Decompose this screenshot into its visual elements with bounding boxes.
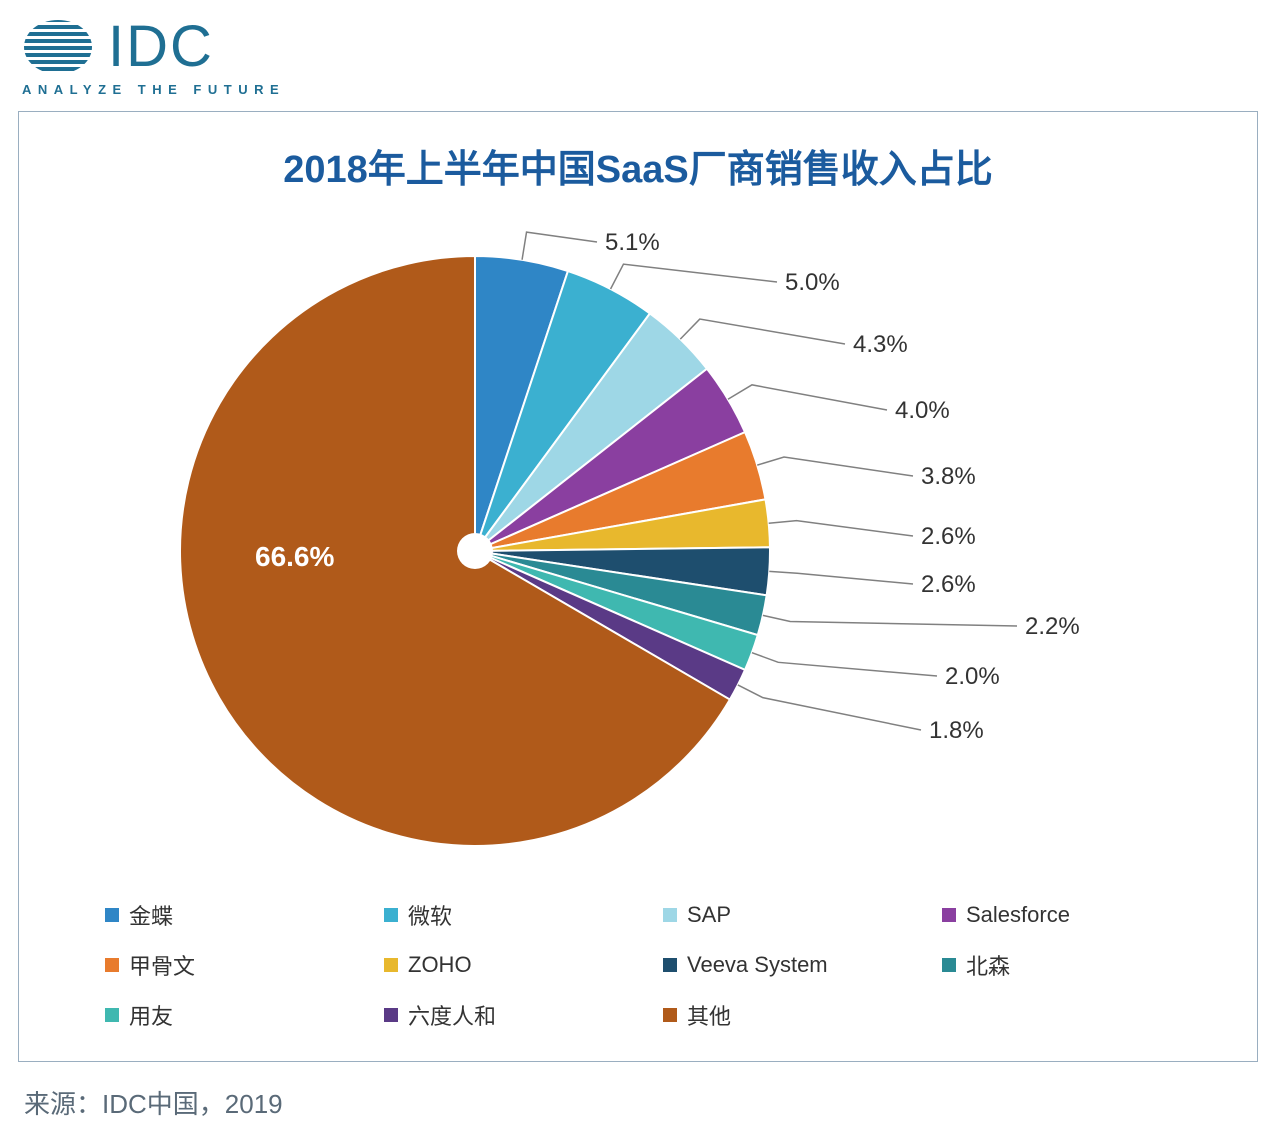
legend-swatch	[663, 958, 677, 972]
legend-item: 用友	[105, 999, 374, 1031]
pct-label: 2.2%	[1025, 613, 1080, 641]
legend-label: 北森	[966, 949, 1010, 981]
legend-label: 甲骨文	[129, 949, 195, 981]
pct-label: 1.8%	[929, 717, 984, 745]
legend-item: 其他	[663, 999, 932, 1031]
pct-label: 5.0%	[785, 269, 840, 297]
pct-label: 4.3%	[853, 331, 908, 359]
legend-label: 六度人和	[408, 999, 496, 1031]
legend-item: 微软	[384, 899, 653, 931]
legend-swatch	[105, 908, 119, 922]
legend-label: Salesforce	[966, 902, 1070, 928]
legend-item: 金蝶	[105, 899, 374, 931]
legend-item: ZOHO	[384, 949, 653, 981]
legend-swatch	[663, 908, 677, 922]
pct-label: 2.6%	[921, 571, 976, 599]
source-line: 来源：IDC中国，2019	[24, 1084, 1258, 1121]
leader-line	[763, 615, 1017, 626]
legend-label: 微软	[408, 899, 452, 931]
legend-item: 北森	[942, 949, 1211, 981]
legend-item: Veeva System	[663, 949, 932, 981]
legend-item: SAP	[663, 899, 932, 931]
legend-swatch	[384, 1008, 398, 1022]
chart-frame: 2018年上半年中国SaaS厂商销售收入占比 5.1% 5.0% 4.3% 4.0% 3…	[18, 111, 1258, 1062]
legend-swatch	[384, 908, 398, 922]
legend-label: 金蝶	[129, 899, 173, 931]
legend-swatch	[384, 958, 398, 972]
idc-logo-text: IDC	[108, 18, 214, 76]
pct-label: 5.1%	[605, 229, 660, 257]
idc-logo-block: IDC ANALYZE THE FUTURE	[22, 18, 1258, 97]
idc-globe-icon	[22, 18, 94, 76]
legend-swatch	[942, 958, 956, 972]
legend-label: ZOHO	[408, 952, 472, 978]
idc-tagline: ANALYZE THE FUTURE	[22, 82, 1258, 97]
legend-swatch	[105, 958, 119, 972]
legend-item: Salesforce	[942, 899, 1211, 931]
legend: 金蝶 微软 SAP Salesforce 甲骨文 ZOHO Veeva System 北森用友…	[45, 891, 1231, 1039]
legend-item: 六度人和	[384, 999, 653, 1031]
pct-label: 4.0%	[895, 397, 950, 425]
pct-label: 2.6%	[921, 523, 976, 551]
pct-label: 3.8%	[921, 463, 976, 491]
legend-label: 用友	[129, 999, 173, 1031]
chart-title: 2018年上半年中国SaaS厂商销售收入占比	[45, 138, 1231, 193]
legend-label: Veeva System	[687, 952, 828, 978]
legend-swatch	[663, 1008, 677, 1022]
pie-area: 5.1% 5.0% 4.3% 4.0% 3.8% 2.6% 2.6% 2.2% 2.0% 1.8%…	[45, 211, 1231, 891]
legend-swatch	[105, 1008, 119, 1022]
leader-line	[769, 571, 913, 584]
legend-label: SAP	[687, 902, 731, 928]
legend-label: 其他	[687, 999, 731, 1031]
leader-line	[769, 521, 913, 536]
legend-swatch	[942, 908, 956, 922]
pct-label: 2.0%	[945, 663, 1000, 691]
legend-item: 甲骨文	[105, 949, 374, 981]
pct-label-other: 66.6%	[255, 541, 334, 573]
